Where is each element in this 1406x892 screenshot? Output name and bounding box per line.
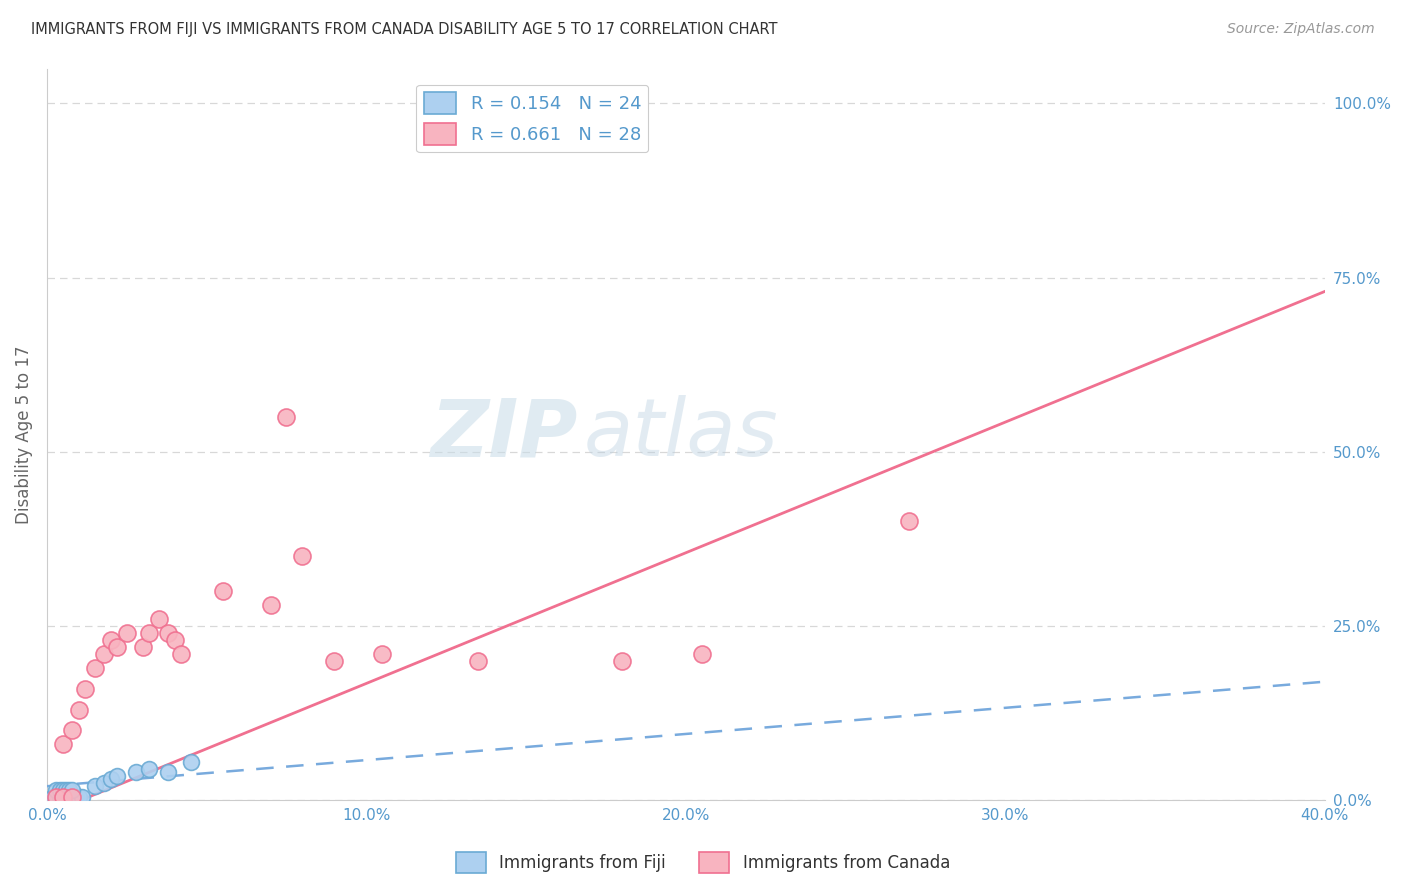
Point xyxy=(70,789,93,804)
Point xyxy=(62,782,84,797)
Point xyxy=(62,789,84,804)
Point xyxy=(105,769,128,783)
Text: Source: ZipAtlas.com: Source: ZipAtlas.com xyxy=(1227,22,1375,37)
Point xyxy=(48,782,70,797)
Point xyxy=(52,789,75,804)
Point xyxy=(58,782,80,797)
Point xyxy=(371,647,394,661)
Point xyxy=(45,782,67,797)
Point xyxy=(55,782,77,797)
Point xyxy=(163,632,186,647)
Point xyxy=(125,765,148,780)
Point xyxy=(42,789,65,804)
Point xyxy=(55,789,77,804)
Point xyxy=(75,681,97,696)
Point xyxy=(45,789,67,804)
Point xyxy=(157,626,180,640)
Text: ZIP: ZIP xyxy=(430,395,578,474)
Point xyxy=(157,765,180,780)
Point xyxy=(180,755,202,769)
Point xyxy=(67,789,90,804)
Point xyxy=(138,626,160,640)
Point xyxy=(52,738,75,752)
Point xyxy=(67,702,90,716)
Point xyxy=(211,584,233,599)
Point xyxy=(323,654,346,668)
Point xyxy=(52,789,75,804)
Point xyxy=(83,661,105,675)
Point xyxy=(259,598,281,612)
Point xyxy=(138,762,160,776)
Legend: R = 0.154   N = 24, R = 0.661   N = 28: R = 0.154 N = 24, R = 0.661 N = 28 xyxy=(416,85,648,153)
Point xyxy=(58,789,80,804)
Point xyxy=(100,772,122,787)
Text: IMMIGRANTS FROM FIJI VS IMMIGRANTS FROM CANADA DISABILITY AGE 5 TO 17 CORRELATIO: IMMIGRANTS FROM FIJI VS IMMIGRANTS FROM … xyxy=(31,22,778,37)
Point xyxy=(115,626,138,640)
Point xyxy=(65,789,87,804)
Point xyxy=(105,640,128,654)
Point xyxy=(690,647,713,661)
Point xyxy=(93,647,115,661)
Point xyxy=(148,612,170,626)
Point xyxy=(62,789,84,804)
Point xyxy=(62,723,84,738)
Point xyxy=(48,789,70,804)
Point xyxy=(467,654,489,668)
Point xyxy=(898,515,921,529)
Y-axis label: Disability Age 5 to 17: Disability Age 5 to 17 xyxy=(15,345,32,524)
Point xyxy=(52,782,75,797)
Point xyxy=(610,654,633,668)
Point xyxy=(291,549,314,564)
Point xyxy=(83,779,105,793)
Text: atlas: atlas xyxy=(583,395,779,474)
Legend: Immigrants from Fiji, Immigrants from Canada: Immigrants from Fiji, Immigrants from Ca… xyxy=(450,846,956,880)
Point xyxy=(100,632,122,647)
Point xyxy=(93,775,115,789)
Point xyxy=(132,640,155,654)
Point xyxy=(276,409,298,424)
Point xyxy=(170,647,193,661)
Point xyxy=(45,789,67,804)
